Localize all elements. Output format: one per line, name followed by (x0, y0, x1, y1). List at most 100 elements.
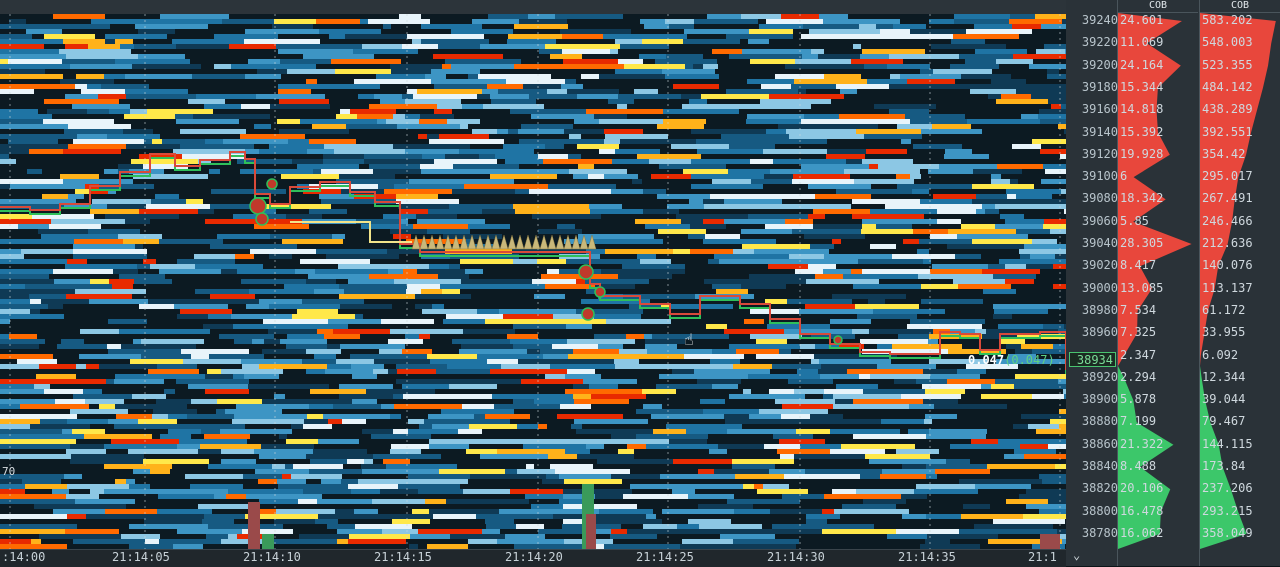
heatmap-cell (0, 294, 29, 299)
heatmap-cell (27, 169, 42, 174)
heatmap-cell (510, 489, 563, 494)
heatmap-cell (90, 489, 104, 494)
heatmap-cell (893, 394, 901, 399)
heatmap-cell (703, 199, 724, 204)
heatmap-cell (44, 34, 95, 39)
heatmap-cell (1030, 254, 1055, 259)
heatmap-cell (480, 44, 545, 49)
heatmap-cell (208, 314, 231, 319)
heatmap-cell (714, 254, 789, 259)
heatmap-cell (71, 454, 144, 459)
heatmap-cell (497, 129, 508, 134)
heatmap-cell (816, 94, 844, 99)
heatmap-cell (501, 364, 550, 369)
heatmap-cell (191, 399, 217, 404)
heatmap-cell (485, 519, 514, 524)
heatmap-cell (59, 49, 131, 54)
heatmap-cell (746, 119, 801, 124)
heatmap-cell (852, 199, 920, 204)
heatmap-cell (66, 494, 99, 499)
heatmap-cell (221, 449, 254, 454)
heatmap-cell (1039, 509, 1066, 514)
heatmap-cell (242, 219, 302, 224)
heatmap-cell (697, 379, 741, 384)
heatmap-cell (517, 469, 555, 474)
heatmap-cell (258, 479, 277, 484)
heatmap-cell (66, 294, 132, 299)
heatmap-cell (22, 479, 61, 484)
heatmap-cell (619, 349, 647, 354)
heatmap-cell (0, 124, 68, 129)
heatmap-cell (939, 164, 997, 169)
heatmap-cell (862, 159, 913, 164)
heatmap-cell (818, 54, 860, 59)
heatmap-cell (403, 394, 433, 399)
heatmap-cell (976, 194, 1007, 199)
heatmap-cell (417, 219, 485, 224)
heatmap-cell (282, 239, 343, 244)
heatmap-cell (867, 79, 907, 84)
heatmap-cell (703, 374, 748, 379)
heatmap-cell (881, 419, 924, 424)
heatmap-cell (407, 89, 417, 94)
heatmap-cell (751, 179, 792, 184)
heatmap-cell (420, 164, 453, 169)
heatmap-cell (8, 59, 62, 64)
heatmap-cell (118, 234, 162, 239)
heatmap-cell (988, 264, 1005, 269)
heatmap-cell (798, 89, 806, 94)
heatmap-cell (86, 514, 138, 519)
heatmap-cell (64, 129, 123, 134)
heatmap-cell (646, 444, 718, 449)
heatmap-cell (932, 264, 949, 269)
heatmap-cell (750, 334, 802, 339)
heatmap-cell (0, 379, 44, 384)
heatmap-cell (864, 134, 922, 139)
heatmap-cell (519, 19, 567, 24)
cob-bar-value: 28.305 (1120, 236, 1164, 250)
heatmap-cell (84, 54, 138, 59)
heatmap-cell (217, 399, 262, 404)
heatmap-cell (327, 524, 339, 529)
heatmap-cell (1039, 109, 1066, 114)
liquidity-heatmap[interactable] (0, 14, 1066, 549)
heatmap-cell (357, 114, 393, 119)
heatmap-cell (364, 154, 422, 159)
heatmap-cell (880, 474, 926, 479)
heatmap-cell (104, 489, 172, 494)
heatmap-cell (1019, 494, 1066, 499)
heatmap-cell (21, 249, 73, 254)
heatmap-cell (513, 344, 552, 349)
heatmap-cell (472, 129, 497, 134)
heatmap-cell (381, 404, 394, 409)
heatmap-cell (662, 69, 715, 74)
heatmap-cell (991, 79, 1026, 84)
heatmap-cell (873, 309, 882, 314)
heatmap-cell (930, 234, 957, 239)
heatmap-cell (176, 44, 229, 49)
heatmap-cell (310, 389, 366, 394)
heatmap-cell (64, 474, 82, 479)
heatmap-cell (306, 79, 317, 84)
heatmap-cell (34, 504, 86, 509)
heatmap-cell (0, 384, 34, 389)
heatmap-cell (534, 294, 565, 299)
heatmap-cell (706, 324, 727, 329)
heatmap-cell (860, 339, 928, 344)
time-axis[interactable]: :14:00 21:14:05 21:14:10 21:14:15 21:14:20 21… (0, 549, 1066, 567)
heatmap-cell (221, 539, 265, 544)
heatmap-cell (877, 364, 936, 369)
heatmap-cell (99, 404, 115, 409)
heatmap-cell (865, 454, 930, 459)
heatmap-cell (975, 329, 986, 334)
chevron-down-icon[interactable]: ⌄ (1073, 548, 1081, 562)
heatmap-cell (954, 19, 1009, 24)
heatmap-cell (245, 29, 319, 34)
heatmap-cell (115, 59, 190, 64)
heatmap-cell (748, 374, 820, 379)
drawing-line[interactable] (290, 221, 412, 243)
heatmap-cell (764, 444, 800, 449)
heatmap-cell (449, 204, 513, 209)
heatmap-cell (534, 319, 606, 324)
heatmap-cell (547, 269, 559, 274)
